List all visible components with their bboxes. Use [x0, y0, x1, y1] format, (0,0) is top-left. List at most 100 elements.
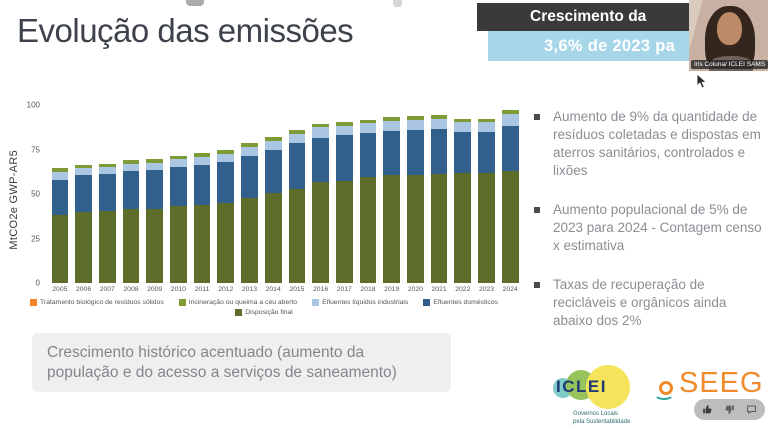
bar-segment: [454, 122, 472, 132]
iclei-logo: ICLEI Governos Locais pela Sustentabilid…: [553, 362, 648, 425]
bar-segment: [407, 115, 424, 117]
bar-segment: [75, 164, 92, 169]
bar-2006: [75, 105, 92, 283]
bar-segment: [383, 121, 401, 131]
legend-item: Efluentes domésticos: [423, 299, 498, 306]
highlight-note: Crescimento histórico acentuado (aumento…: [32, 333, 451, 392]
bar-2010: [170, 105, 187, 283]
legend-label: Incineração ou queima a céu aberto: [188, 299, 298, 306]
bar-segment: [312, 123, 329, 128]
bullet-square-icon: [534, 206, 540, 213]
bar-segment: [217, 150, 235, 154]
x-tick-label: 2008: [123, 286, 139, 293]
bullet-text: Aumento populacional de 5% de 2023 para …: [553, 201, 762, 253]
bar-segment: [454, 172, 472, 283]
bar-segment: [359, 132, 377, 178]
x-tick-label: 2015: [289, 286, 305, 293]
bar-segment: [170, 155, 187, 160]
y-tick-label: 50: [31, 189, 40, 199]
bar-segment: [146, 159, 164, 163]
legend-swatch: [178, 299, 186, 306]
bar-segment: [98, 163, 116, 168]
chart-y-axis: 0 25 50 75 100: [0, 101, 42, 288]
thumbs-up-icon[interactable]: [700, 402, 716, 418]
bar-segment: [383, 175, 401, 283]
bar-segment: [98, 210, 116, 283]
bar-segment: [478, 172, 495, 283]
seeg-logo-text: SEEG: [679, 367, 764, 399]
bar-segment: [288, 143, 306, 189]
bar-segment: [501, 113, 519, 127]
bar-segment: [335, 122, 353, 126]
bar-segment: [383, 116, 401, 118]
webcam-tile[interactable]: Iris Coluna/ ICLEI SAMS: [689, 0, 768, 71]
bar-segment: [430, 115, 448, 120]
bar-segment: [122, 209, 140, 283]
legend-item: Incineração ou queima a céu aberto: [178, 299, 298, 306]
iclei-tagline: Governos Locais pela Sustentabilidade: [573, 411, 631, 425]
bar-2019: [383, 105, 401, 283]
bar-segment: [193, 164, 211, 205]
bar-segment: [501, 126, 519, 171]
chart-plot: [48, 105, 522, 283]
bar-segment: [193, 156, 211, 165]
y-tick-label: 25: [31, 234, 40, 243]
list-item: Aumento populacional de 5% de 2023 para …: [534, 201, 767, 255]
bar-segment: [454, 131, 472, 173]
bar-segment: [359, 123, 377, 133]
seeg-ring-icon: [659, 381, 673, 395]
x-tick-label: 2010: [170, 286, 186, 293]
thumbs-down-icon[interactable]: [722, 402, 738, 418]
legend-swatch: [235, 309, 243, 316]
x-tick-label: 2011: [194, 286, 210, 293]
legend-label: Tratamento biológico de resíduos sólidos: [40, 299, 164, 306]
bar-segment: [241, 143, 258, 147]
bar-segment: [170, 159, 187, 168]
bar-2024: [501, 105, 519, 283]
chat-icon[interactable]: [743, 402, 759, 418]
bar-segment: [335, 180, 353, 283]
x-tick-label: 2012: [218, 286, 234, 293]
bar-segment: [51, 168, 69, 172]
chart-x-axis: 2005 2006 2007 2008 2009 2010 2011 2012 2013 2014…: [48, 286, 522, 293]
bar-segment: [312, 181, 329, 283]
y-tick-label: 75: [31, 145, 40, 154]
bar-segment: [98, 167, 116, 175]
seeg-swirl-icon: [654, 388, 674, 400]
bar-segment: [478, 131, 495, 173]
legend-swatch: [423, 299, 431, 306]
bar-segment: [478, 122, 495, 132]
bar-segment: [122, 160, 140, 164]
participant-name-label: Iris Coluna/ ICLEI SAMS: [691, 60, 768, 69]
bar-segment: [193, 153, 211, 157]
bar-2020: [407, 105, 424, 283]
bar-segment: [359, 119, 377, 124]
bar-segment: [51, 171, 69, 180]
bar-segment: [264, 150, 282, 194]
bar-2012: [217, 105, 235, 283]
emissions-chart: MtCO2e GWP-AR5 0 25 50 75 100 2005 2006 2007 20…: [0, 95, 530, 330]
bar-segment: [335, 135, 353, 181]
y-tick-label: 100: [26, 100, 40, 110]
callout-subtitle: 3,6% de 2023 pa: [544, 36, 676, 55]
legend-swatch: [30, 299, 38, 306]
bar-segment: [170, 206, 187, 283]
x-tick-label: 2021: [431, 286, 447, 293]
bar-segment: [217, 161, 235, 203]
bar-2016: [312, 105, 329, 283]
x-tick-label: 2005: [52, 286, 68, 293]
bar-2015: [288, 105, 306, 283]
x-tick-label: 2017: [336, 286, 352, 293]
bar-segment: [383, 130, 401, 176]
bar-segment: [407, 116, 424, 121]
page-title: Evolução das emissões: [17, 12, 354, 49]
bullet-text: Aumento de 9% da quantidade de resíduos …: [553, 109, 761, 178]
legend-item: Tratamento biológico de resíduos sólidos: [30, 299, 164, 306]
bar-segment: [407, 175, 424, 283]
x-tick-label: 2020: [407, 286, 423, 293]
x-tick-label: 2019: [384, 286, 400, 293]
bar-segment: [75, 175, 92, 212]
x-tick-label: 2018: [360, 286, 376, 293]
bar-segment: [146, 169, 164, 210]
